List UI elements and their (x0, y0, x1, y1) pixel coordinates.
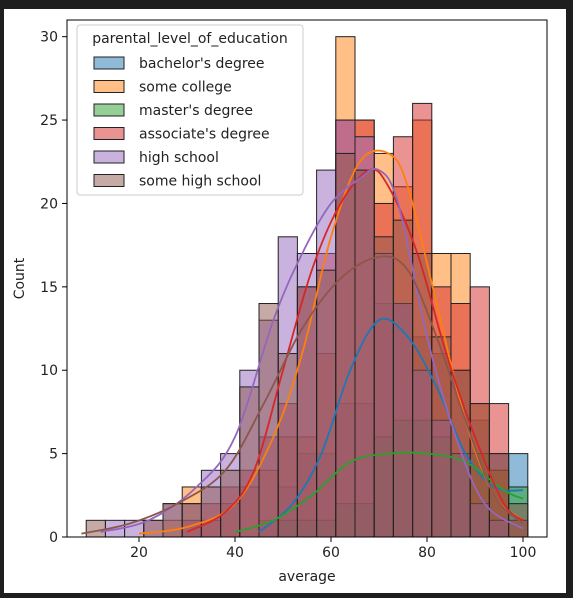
x-tick-label: 60 (322, 545, 340, 561)
bar-s5-b8 (239, 386, 260, 538)
bar-s5-b5 (181, 503, 202, 538)
legend-title: parental_level_of_education (92, 31, 288, 47)
legend-label: bachelor's degree (139, 56, 265, 72)
legend-swatch (93, 103, 125, 117)
legend-swatch (93, 127, 125, 140)
legend-label: high school (139, 150, 219, 166)
x-tick-label: 40 (226, 545, 244, 561)
x-tick-label: 100 (510, 545, 537, 561)
bar-s5-b12 (316, 269, 337, 538)
legend-swatch (93, 174, 125, 187)
legend-swatch (93, 150, 125, 164)
kde-line-4 (100, 167, 524, 533)
x-tick-label: 80 (418, 545, 436, 561)
histogram-chart: 20 40 60 80 100 0 5 10 15 20 25 30 average Count p… (12, 19, 548, 585)
bar-s5-b16 (392, 219, 414, 538)
y-axis-label: Count (12, 257, 28, 299)
bar-s5-b9 (258, 303, 279, 538)
bar-s5-b20 (469, 403, 490, 538)
y-tick-label: 10 (40, 363, 58, 379)
bar-s5-b7 (220, 469, 241, 538)
bar-s5-b15 (373, 236, 394, 538)
kde-line-0 (258, 317, 524, 533)
legend-label: some high school (139, 174, 261, 190)
bar-s5-b17 (412, 252, 433, 538)
legend: parental_level_of_education bachelor's d… (76, 24, 304, 196)
kde-line-5 (81, 255, 524, 535)
y-tick-label: 0 (49, 530, 58, 546)
legend-label: some college (139, 80, 232, 96)
y-tick-label: 20 (40, 196, 58, 212)
legend-swatch (93, 80, 125, 93)
legend-box (76, 24, 304, 196)
legend-swatch (93, 56, 125, 70)
y-tick-label: 15 (40, 280, 58, 296)
axes (66, 19, 548, 538)
bar-s5-b0 (85, 519, 106, 538)
x-tick-label: 20 (130, 545, 148, 561)
figure: 20 40 60 80 100 0 5 10 15 20 25 30 average Count p… (4, 9, 566, 593)
x-axis-ticks: 20 40 60 80 100 (130, 537, 536, 561)
kde-layer (81, 149, 524, 535)
plot-frame (66, 19, 548, 538)
legend-entries: bachelor's degree some college master's de… (93, 56, 270, 190)
legend-label: associate's degree (139, 127, 270, 143)
bar-s5-b6 (200, 486, 222, 538)
y-tick-label: 25 (40, 113, 58, 129)
y-tick-label: 5 (49, 447, 58, 463)
x-axis-label: average (278, 569, 335, 585)
y-tick-label: 30 (40, 30, 58, 46)
legend-label: master's degree (139, 103, 253, 119)
y-axis-ticks: 0 5 10 15 20 25 30 (40, 30, 67, 546)
bar-s5-b3 (143, 519, 164, 538)
